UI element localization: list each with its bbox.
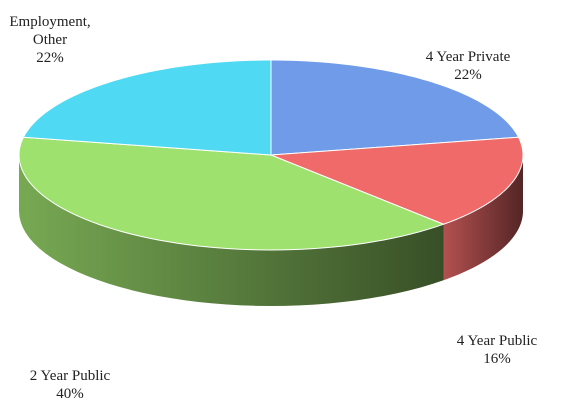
value-label: 16% [483,351,511,367]
category-label: 4 Year Private [425,49,511,65]
slice [22,59,272,156]
category-label: Employment, Other [9,14,91,48]
category-label: 4 Year Public [456,333,538,349]
slice [270,59,520,156]
slice-side [19,155,444,306]
category-label: 2 Year Public [29,368,111,384]
slice [18,136,445,251]
slice-label: 4 Year Public 16% [422,332,565,368]
slice-label: 2 Year Public 40% [0,367,145,403]
slice-side [443,155,523,281]
slice-label: 4 Year Private 22% [393,48,543,84]
slice [270,136,524,225]
value-label: 40% [56,386,84,402]
slice-label: Employment, Other 22% [5,13,95,67]
value-label: 22% [36,50,64,66]
value-label: 22% [454,67,482,83]
